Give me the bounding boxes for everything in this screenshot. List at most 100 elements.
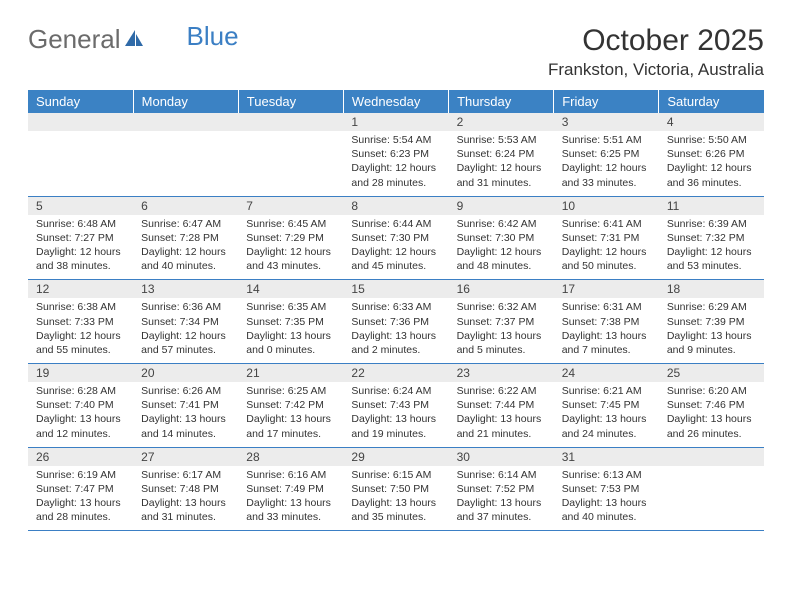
day-number-cell: 24	[554, 364, 659, 383]
day-detail-cell: Sunrise: 6:42 AMSunset: 7:30 PMDaylight:…	[449, 215, 554, 280]
day-detail-cell: Sunrise: 6:31 AMSunset: 7:38 PMDaylight:…	[554, 298, 659, 363]
day-number-cell: 17	[554, 280, 659, 299]
day-number-cell: 22	[343, 364, 448, 383]
day-number-cell: 10	[554, 196, 659, 215]
day-detail-cell: Sunrise: 6:39 AMSunset: 7:32 PMDaylight:…	[659, 215, 764, 280]
day-detail-cell: Sunrise: 6:35 AMSunset: 7:35 PMDaylight:…	[238, 298, 343, 363]
day-number-cell: 20	[133, 364, 238, 383]
day-number-cell: 26	[28, 447, 133, 466]
sunset-line: Sunset: 7:45 PM	[562, 398, 651, 412]
day-detail-cell: Sunrise: 6:36 AMSunset: 7:34 PMDaylight:…	[133, 298, 238, 363]
title-block: October 2025 Frankston, Victoria, Austra…	[548, 24, 764, 80]
logo: General Blue	[28, 24, 239, 55]
daylight-line: Daylight: 13 hours and 19 minutes.	[351, 412, 440, 440]
day-number-cell: 27	[133, 447, 238, 466]
day-number-cell: 5	[28, 196, 133, 215]
sunrise-line: Sunrise: 6:24 AM	[351, 384, 440, 398]
sunset-line: Sunset: 7:47 PM	[36, 482, 125, 496]
day-number-cell: 2	[449, 113, 554, 131]
day-detail-cell: Sunrise: 6:24 AMSunset: 7:43 PMDaylight:…	[343, 382, 448, 447]
day-number-cell	[659, 447, 764, 466]
sail-icon	[123, 24, 145, 55]
sunrise-line: Sunrise: 6:42 AM	[457, 217, 546, 231]
detail-row: Sunrise: 6:48 AMSunset: 7:27 PMDaylight:…	[28, 215, 764, 280]
daylight-line: Daylight: 12 hours and 40 minutes.	[141, 245, 230, 273]
daynum-row: 19202122232425	[28, 364, 764, 383]
sunrise-line: Sunrise: 6:25 AM	[246, 384, 335, 398]
sunset-line: Sunset: 7:44 PM	[457, 398, 546, 412]
daylight-line: Daylight: 12 hours and 57 minutes.	[141, 329, 230, 357]
day-number-cell: 16	[449, 280, 554, 299]
day-number-cell: 29	[343, 447, 448, 466]
sunset-line: Sunset: 7:42 PM	[246, 398, 335, 412]
detail-row: Sunrise: 6:19 AMSunset: 7:47 PMDaylight:…	[28, 466, 764, 531]
weekday-header-row: Sunday Monday Tuesday Wednesday Thursday…	[28, 90, 764, 113]
weekday-header: Sunday	[28, 90, 133, 113]
day-detail-cell: Sunrise: 6:26 AMSunset: 7:41 PMDaylight:…	[133, 382, 238, 447]
daynum-row: 262728293031	[28, 447, 764, 466]
sunrise-line: Sunrise: 6:45 AM	[246, 217, 335, 231]
daylight-line: Daylight: 13 hours and 28 minutes.	[36, 496, 125, 524]
day-number-cell: 7	[238, 196, 343, 215]
day-number-cell: 6	[133, 196, 238, 215]
sunrise-line: Sunrise: 5:51 AM	[562, 133, 651, 147]
day-detail-cell	[659, 466, 764, 531]
sunrise-line: Sunrise: 6:20 AM	[667, 384, 756, 398]
daylight-line: Daylight: 13 hours and 14 minutes.	[141, 412, 230, 440]
sunset-line: Sunset: 7:43 PM	[351, 398, 440, 412]
daylight-line: Daylight: 12 hours and 36 minutes.	[667, 161, 756, 189]
sunset-line: Sunset: 7:34 PM	[141, 315, 230, 329]
day-detail-cell: Sunrise: 6:33 AMSunset: 7:36 PMDaylight:…	[343, 298, 448, 363]
sunset-line: Sunset: 7:27 PM	[36, 231, 125, 245]
daylight-line: Daylight: 12 hours and 28 minutes.	[351, 161, 440, 189]
day-number-cell	[133, 113, 238, 131]
sunset-line: Sunset: 7:48 PM	[141, 482, 230, 496]
day-number-cell: 1	[343, 113, 448, 131]
sunrise-line: Sunrise: 6:19 AM	[36, 468, 125, 482]
day-number-cell: 9	[449, 196, 554, 215]
day-detail-cell: Sunrise: 5:53 AMSunset: 6:24 PMDaylight:…	[449, 131, 554, 196]
sunrise-line: Sunrise: 6:33 AM	[351, 300, 440, 314]
calendar-page: General Blue October 2025 Frankston, Vic…	[0, 0, 792, 551]
sunset-line: Sunset: 7:30 PM	[351, 231, 440, 245]
logo-text-blue: Blue	[187, 21, 239, 52]
sunrise-line: Sunrise: 5:50 AM	[667, 133, 756, 147]
sunset-line: Sunset: 7:50 PM	[351, 482, 440, 496]
day-detail-cell: Sunrise: 6:25 AMSunset: 7:42 PMDaylight:…	[238, 382, 343, 447]
sunrise-line: Sunrise: 6:38 AM	[36, 300, 125, 314]
logo-text-general: General	[28, 24, 121, 55]
day-detail-cell	[28, 131, 133, 196]
day-number-cell: 8	[343, 196, 448, 215]
sunrise-line: Sunrise: 6:17 AM	[141, 468, 230, 482]
calendar-table: Sunday Monday Tuesday Wednesday Thursday…	[28, 90, 764, 531]
daylight-line: Daylight: 12 hours and 31 minutes.	[457, 161, 546, 189]
sunset-line: Sunset: 6:26 PM	[667, 147, 756, 161]
daylight-line: Daylight: 13 hours and 5 minutes.	[457, 329, 546, 357]
day-detail-cell: Sunrise: 6:22 AMSunset: 7:44 PMDaylight:…	[449, 382, 554, 447]
daylight-line: Daylight: 13 hours and 33 minutes.	[246, 496, 335, 524]
day-number-cell: 12	[28, 280, 133, 299]
day-detail-cell: Sunrise: 6:32 AMSunset: 7:37 PMDaylight:…	[449, 298, 554, 363]
sunset-line: Sunset: 7:31 PM	[562, 231, 651, 245]
day-detail-cell: Sunrise: 6:44 AMSunset: 7:30 PMDaylight:…	[343, 215, 448, 280]
sunrise-line: Sunrise: 6:44 AM	[351, 217, 440, 231]
daylight-line: Daylight: 13 hours and 9 minutes.	[667, 329, 756, 357]
daylight-line: Daylight: 13 hours and 7 minutes.	[562, 329, 651, 357]
day-detail-cell: Sunrise: 6:13 AMSunset: 7:53 PMDaylight:…	[554, 466, 659, 531]
sunset-line: Sunset: 7:28 PM	[141, 231, 230, 245]
weekday-header: Wednesday	[343, 90, 448, 113]
day-detail-cell: Sunrise: 5:50 AMSunset: 6:26 PMDaylight:…	[659, 131, 764, 196]
day-detail-cell: Sunrise: 6:21 AMSunset: 7:45 PMDaylight:…	[554, 382, 659, 447]
day-number-cell: 14	[238, 280, 343, 299]
sunrise-line: Sunrise: 6:26 AM	[141, 384, 230, 398]
weekday-header: Tuesday	[238, 90, 343, 113]
sunrise-line: Sunrise: 6:29 AM	[667, 300, 756, 314]
day-number-cell: 15	[343, 280, 448, 299]
page-header: General Blue October 2025 Frankston, Vic…	[28, 24, 764, 80]
day-detail-cell: Sunrise: 6:38 AMSunset: 7:33 PMDaylight:…	[28, 298, 133, 363]
daylight-line: Daylight: 13 hours and 12 minutes.	[36, 412, 125, 440]
sunset-line: Sunset: 7:37 PM	[457, 315, 546, 329]
detail-row: Sunrise: 6:28 AMSunset: 7:40 PMDaylight:…	[28, 382, 764, 447]
sunset-line: Sunset: 7:53 PM	[562, 482, 651, 496]
sunset-line: Sunset: 6:24 PM	[457, 147, 546, 161]
